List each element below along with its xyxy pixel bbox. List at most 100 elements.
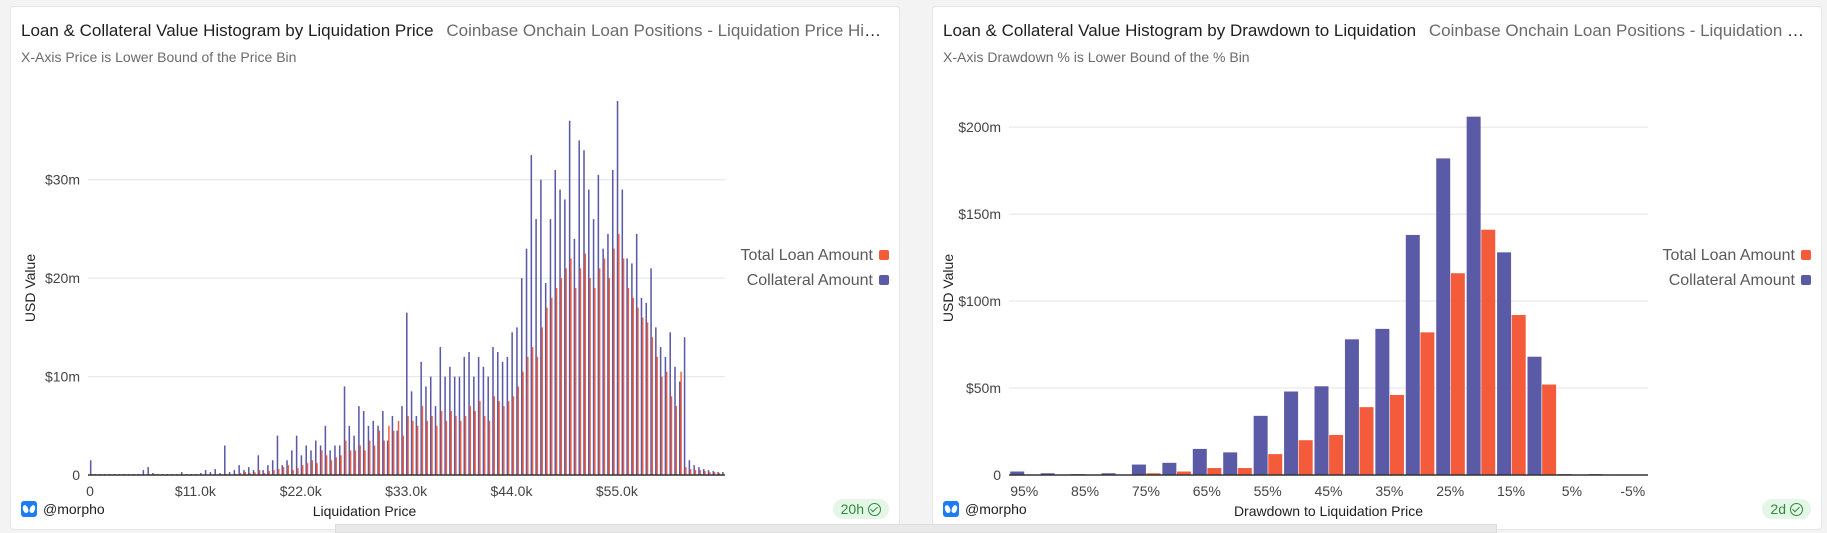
x-tick-label: $33.0k [385,483,428,499]
collateral-bar [574,239,576,475]
collateral-bar [444,377,446,475]
y-tick-label: 0 [993,467,1001,483]
collateral-bar [598,175,600,475]
x-tick-label: 65% [1193,483,1221,499]
collateral-bar [665,357,667,475]
collateral-bar [540,180,542,475]
loan-bar [652,337,653,475]
collateral-bar [617,101,619,475]
loan-bar [474,411,475,475]
loan-bar [666,372,667,475]
collateral-bar [516,327,518,475]
collateral-bar [344,386,346,475]
loan-bar [561,278,562,475]
loan-bar [671,396,672,475]
collateral-bar [1528,357,1542,475]
loan-bar [321,450,322,475]
collateral-bar [286,460,288,475]
collateral-bar [258,455,260,475]
collateral-bar [535,219,537,475]
loan-bar [307,463,308,475]
loan-bar [1207,468,1221,475]
loan-bar [422,406,423,475]
collateral-bar [382,411,384,475]
collateral-bar [607,234,609,475]
loan-bar [690,469,691,475]
loan-bar [479,401,480,475]
collateral-bar [387,441,389,475]
collateral-bar [1162,463,1176,475]
loan-bar [388,426,389,475]
legend-label: Collateral Amount [1669,272,1796,289]
collateral-bar [636,234,638,475]
loan-bar [508,401,509,475]
collateral-bar [554,170,556,475]
collateral-bar [693,465,695,475]
collateral-bar [406,313,408,475]
loan-bar [484,416,485,475]
loan-bar [656,357,657,475]
collateral-bar [669,332,671,475]
left-author[interactable]: @morpho [21,501,105,517]
loan-bar [1390,395,1404,475]
loan-bar [609,278,610,475]
x-tick-label: 45% [1314,483,1342,499]
y-tick-label: $30m [45,172,80,188]
loan-bar [345,441,346,475]
left-freshness-badge[interactable]: 20h [833,499,889,519]
right-author[interactable]: @morpho [943,501,1027,517]
loan-bar [283,467,284,475]
collateral-bar [459,377,461,475]
loan-bar [369,441,370,475]
collateral-bar [550,219,552,475]
collateral-bar [612,170,614,475]
y-tick-label: $100m [958,293,1001,309]
collateral-bar [583,150,585,475]
loan-bar [336,457,337,475]
collateral-bar [463,357,465,475]
loan-bar [359,445,360,475]
left-author-handle: @morpho [43,501,105,517]
x-tick-label: 55% [1254,483,1282,499]
collateral-bar [329,450,331,475]
loan-bar [532,347,533,475]
bottom-scroll-strip[interactable] [335,524,1497,533]
collateral-bar [521,278,523,475]
x-tick-label: -5% [1620,483,1645,499]
loan-bar [685,467,686,475]
y-tick-label: $150m [958,206,1001,222]
collateral-bar [492,347,494,475]
collateral-bar [507,357,509,475]
loan-bar [465,416,466,475]
butterfly-icon [943,501,959,517]
collateral-bar [1254,416,1268,475]
loan-bar [398,421,399,475]
collateral-bar [353,436,355,475]
collateral-bar [377,426,379,475]
collateral-bar [305,445,307,475]
loan-bar [589,278,590,475]
collateral-bar [368,426,370,475]
loan-bar [546,308,547,475]
collateral-bar [372,421,374,475]
check-circle-icon [868,503,881,516]
collateral-bar [588,190,590,475]
legend-label: Total Loan Amount [740,247,873,264]
collateral-bar [531,155,533,475]
collateral-bar [564,199,566,475]
collateral-bar [401,406,403,475]
y-tick-label: 0 [72,467,80,483]
collateral-bar [440,347,442,475]
y-tick-label: $200m [958,119,1001,135]
collateral-bar [502,362,504,475]
collateral-bar [674,367,676,475]
loan-bar [288,465,289,475]
x-tick-label: $55.0k [596,483,639,499]
collateral-bar [1132,465,1146,475]
collateral-bar [468,352,470,475]
collateral-bar [559,190,561,475]
collateral-bar [511,332,513,475]
loan-bar [541,327,542,475]
right-freshness-badge[interactable]: 2d [1762,499,1811,519]
collateral-bar [483,367,485,475]
